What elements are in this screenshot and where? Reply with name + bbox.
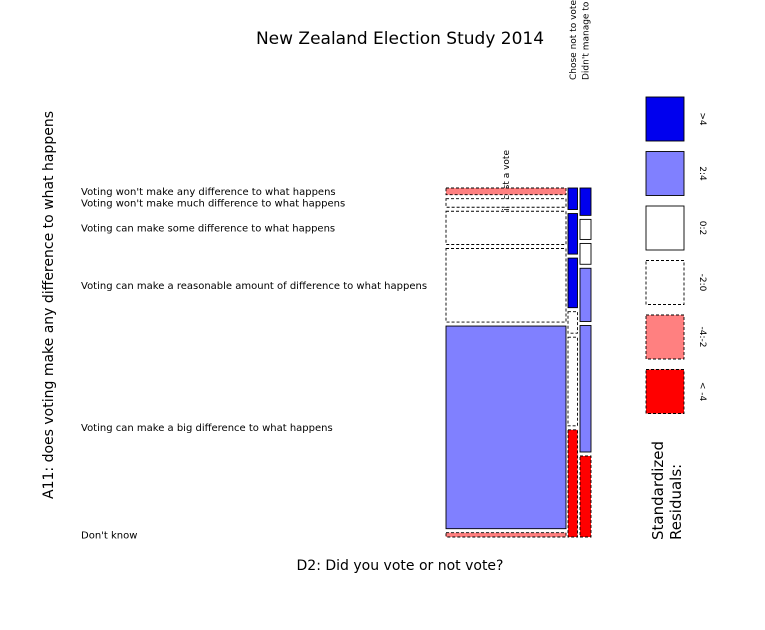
mosaic-cell-r5-c0 [445,532,567,538]
mosaic-cell-r0-c1 [567,187,578,210]
legend-swatch [645,369,685,414]
mosaic-cell-r3-c2 [579,267,592,322]
legend-label: -2:0 [697,274,707,292]
legend: >4 2:4 0:2 -2:0 -4:-2 < -4 Standardized Residua… [645,96,707,540]
legend-swatch [645,260,685,305]
legend-label: >4 [697,112,707,126]
mosaic-cell-r3-c1 [567,311,578,334]
column-label: Did cast a vote [502,150,512,218]
legend-label: < -4 [697,382,707,402]
column-labels: Did cast a vote Chose not to vote Didn't m… [502,0,592,218]
column-label: Didn't manage to vote [582,0,592,80]
mosaic-cells [445,187,592,538]
mosaic-cell-r5-c2 [579,455,592,538]
x-axis-label: D2: Did you vote or not vote? [297,558,504,574]
mosaic-cell-r1-c0 [445,198,567,208]
legend-label: 2:4 [697,166,707,181]
mosaic-cell-r2-c1 [567,257,578,309]
mosaic-cell-r4-c1 [567,336,578,427]
mosaic-cell-r1-c2 [579,218,592,240]
mosaic-cell-r1-c1 [567,213,578,255]
row-label: Voting can make a reasonable amount of d… [81,281,427,292]
row-labels: Voting won't make any difference to what… [81,187,427,541]
row-label: Voting can make some difference to what … [81,223,335,234]
row-label: Voting can make a big difference to what… [81,423,333,434]
row-label: Don't know [81,530,137,541]
legend-swatch [645,314,685,360]
y-axis-label: A11: does voting make any difference to … [41,111,57,499]
legend-label: -4:-2 [697,327,707,348]
row-label: Voting won't make much difference to wha… [81,199,345,210]
column-label: Chose not to vote [569,0,579,80]
legend-title-line-1: Standardized [649,441,667,540]
mosaic-cell-r3-c0 [445,248,567,323]
mosaic-cell-r0-c2 [579,187,592,216]
mosaic-cell-r2-c0 [445,210,567,245]
legend-title-line-2: Residuals: [667,464,685,540]
legend-swatch [645,96,685,142]
legend-swatch [645,151,685,196]
mosaic-cell-r2-c2 [579,242,592,265]
chart-title: New Zealand Election Study 2014 [256,29,544,49]
row-label: Voting won't make any difference to what… [81,187,336,198]
mosaic-cell-r4-c2 [579,325,592,453]
mosaic-cell-r4-c0 [445,325,567,530]
mosaic-cell-r5-c1 [567,429,578,538]
legend-swatch [645,205,685,251]
mosaic-cell-r0-c0 [445,187,567,196]
legend-label: 0:2 [697,221,707,235]
